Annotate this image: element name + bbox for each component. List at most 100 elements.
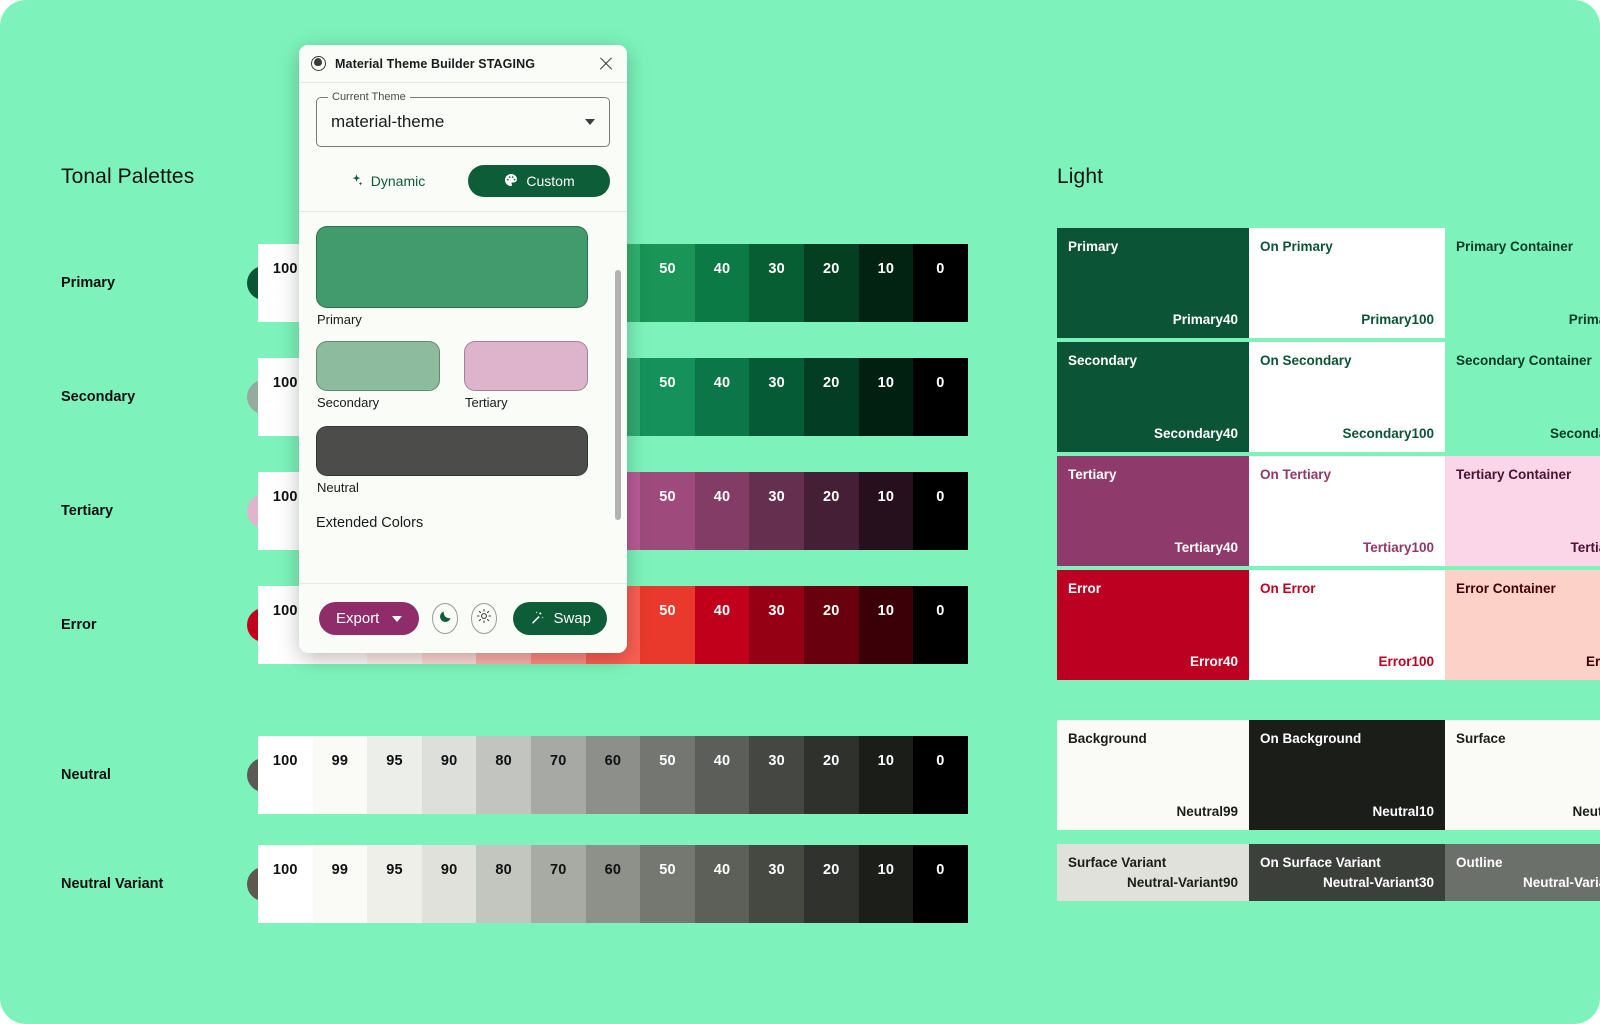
custom-mode-button[interactable]: Custom (468, 165, 610, 197)
light-scheme-cell-token: Neutral-Variant30 (1322, 875, 1434, 890)
swap-button[interactable]: Swap (513, 602, 607, 635)
tonal-palette-swatch[interactable]: 10 (858, 358, 914, 436)
tonal-palette-swatch[interactable]: 30 (749, 472, 804, 550)
tonal-palette-swatch-tone: 20 (822, 862, 840, 878)
tonal-palette-swatch[interactable]: 90 (421, 736, 477, 814)
tonal-palette-swatch[interactable]: 70 (530, 845, 586, 923)
tonal-palette-swatch-tone: 80 (495, 753, 512, 769)
tonal-palette-swatch-tone: 50 (659, 375, 676, 391)
light-scheme-cell[interactable]: On Surface Variant Neutral-Variant30 (1249, 844, 1445, 901)
tonal-palette-swatch[interactable]: 20 (803, 358, 859, 436)
tonal-palette-swatch[interactable]: 50 (640, 244, 695, 322)
light-scheme-cell-name: Primary Container (1456, 239, 1574, 254)
tonal-palette-swatch[interactable]: 10 (858, 736, 914, 814)
tonal-palette-swatch-tone: 50 (659, 261, 676, 277)
light-scheme-cell-token: Neutral-Variant90 (1126, 875, 1238, 890)
dynamic-mode-button[interactable]: Dynamic (316, 165, 458, 197)
tonal-palette-swatch[interactable]: 10 (858, 244, 914, 322)
tonal-palette-swatch[interactable]: 0 (913, 736, 968, 814)
tonal-palette-swatch[interactable]: 99 (312, 736, 368, 814)
tonal-palette-swatch[interactable]: 0 (913, 845, 968, 923)
tonal-palette-swatch[interactable]: 95 (367, 845, 422, 923)
tonal-palette-swatch[interactable]: 70 (530, 736, 586, 814)
light-scheme-title: Light (1057, 165, 1104, 188)
light-scheme-cell-name: On Primary (1260, 239, 1333, 254)
tonal-palette-swatch[interactable]: 10 (858, 472, 914, 550)
tonal-palette-swatch[interactable]: 0 (913, 358, 968, 436)
tonal-palette-swatch[interactable]: 50 (640, 472, 695, 550)
tonal-palette-swatch[interactable]: 20 (803, 736, 859, 814)
export-button[interactable]: Export (319, 602, 420, 635)
light-scheme-cell[interactable]: Surface Neutral99 (1445, 720, 1600, 830)
light-mode-button[interactable] (471, 603, 498, 634)
light-scheme-cell[interactable]: On Background Neutral10 (1249, 720, 1445, 830)
tonal-palette-swatch[interactable]: 40 (694, 244, 750, 322)
light-scheme-cell[interactable]: On Tertiary Tertiary100 (1249, 456, 1445, 566)
tonal-palette-swatch[interactable]: 90 (421, 845, 477, 923)
dialog-colors-scroll-area[interactable]: Primary Secondary Tertiary Neutral Exten… (299, 211, 627, 583)
light-scheme-cell[interactable]: Outline Neutral-Variant50 (1445, 844, 1600, 901)
tonal-palette-swatch-tone: 20 (822, 753, 840, 769)
tonal-palette-swatch[interactable]: 50 (640, 358, 695, 436)
tonal-palette-swatch[interactable]: 20 (803, 845, 859, 923)
tonal-palette-swatch[interactable]: 10 (858, 586, 914, 664)
tonal-palette-swatch[interactable]: 60 (585, 736, 641, 814)
tonal-palette-swatch[interactable]: 40 (694, 586, 750, 664)
dark-mode-button[interactable] (432, 603, 459, 634)
tonal-palette-swatch-tone: 20 (822, 261, 840, 277)
light-scheme-row: Background Neutral99 On Background Neutral1… (1057, 720, 1600, 830)
light-scheme-cell[interactable]: Error Error40 (1057, 570, 1249, 680)
light-scheme-cell[interactable]: Primary Primary40 (1057, 228, 1249, 338)
tonal-palette-swatch[interactable]: 50 (640, 845, 695, 923)
light-scheme-cell[interactable]: Secondary Container Secondary90 (1445, 342, 1600, 452)
tonal-palette-swatch[interactable]: 40 (694, 736, 750, 814)
neutral-color-swatch[interactable] (316, 426, 588, 476)
light-scheme-cell[interactable]: Secondary Secondary40 (1057, 342, 1249, 452)
tonal-palette-swatch[interactable]: 10 (858, 845, 914, 923)
tonal-palette-swatch[interactable]: 100 (258, 845, 313, 923)
tonal-palette-swatch[interactable]: 80 (476, 845, 531, 923)
light-scheme-cell[interactable]: Error Container Error90 (1445, 570, 1600, 680)
light-scheme-cell[interactable]: On Primary Primary100 (1249, 228, 1445, 338)
light-scheme-cell[interactable]: Tertiary Container Tertiary90 (1445, 456, 1600, 566)
secondary-color-swatch[interactable] (316, 341, 440, 391)
close-icon[interactable] (595, 53, 617, 75)
tonal-palette-swatch[interactable]: 99 (312, 845, 368, 923)
tonal-palette-swatch[interactable]: 30 (749, 244, 804, 322)
tonal-palette-swatch[interactable]: 100 (258, 736, 313, 814)
tonal-palette-swatch[interactable]: 95 (367, 736, 422, 814)
tonal-palette-swatch[interactable]: 20 (803, 586, 859, 664)
primary-color-swatch[interactable] (316, 226, 588, 308)
tonal-palette-swatch[interactable]: 40 (694, 358, 750, 436)
tonal-palette-swatch[interactable]: 50 (640, 586, 695, 664)
tonal-palette-swatch-tone: 10 (877, 489, 895, 505)
tonal-palette-swatch[interactable]: 20 (803, 244, 859, 322)
tonal-palette-swatch[interactable]: 50 (640, 736, 695, 814)
tonal-palette-swatch[interactable]: 30 (749, 586, 804, 664)
tonal-palette-swatch[interactable]: 0 (913, 586, 968, 664)
tonal-palette-swatch[interactable]: 0 (913, 472, 968, 550)
current-theme-select[interactable]: Current Theme material-theme (316, 91, 610, 147)
light-scheme-cell[interactable]: Surface Variant Neutral-Variant90 (1057, 844, 1249, 901)
dynamic-mode-label: Dynamic (370, 173, 426, 189)
tonal-palette-swatch[interactable]: 0 (913, 244, 968, 322)
dialog-scrollbar[interactable] (615, 270, 621, 520)
palette-icon (503, 172, 519, 190)
light-scheme-cell[interactable]: Background Neutral99 (1057, 720, 1249, 830)
tonal-palette-swatch[interactable]: 40 (694, 845, 750, 923)
tonal-palette-swatch[interactable]: 20 (803, 472, 859, 550)
light-scheme-cell[interactable]: Tertiary Tertiary40 (1057, 456, 1249, 566)
light-scheme-cell-name: Surface Variant (1068, 855, 1167, 870)
tonal-palette-swatch[interactable]: 30 (749, 736, 804, 814)
light-scheme-cell[interactable]: Primary Container Primary90 (1445, 228, 1600, 338)
light-scheme-cell[interactable]: On Secondary Secondary100 (1249, 342, 1445, 452)
light-scheme-cell[interactable]: On Error Error100 (1249, 570, 1445, 680)
tonal-palette-swatch[interactable]: 40 (694, 472, 750, 550)
light-scheme-cell-token: Tertiary90 (1570, 540, 1600, 555)
tonal-palette-swatch[interactable]: 80 (476, 736, 531, 814)
tonal-palette-swatch[interactable]: 30 (749, 358, 804, 436)
tonal-palette-swatch[interactable]: 60 (585, 845, 641, 923)
tertiary-color-swatch[interactable] (464, 341, 588, 391)
tonal-palette-swatch[interactable]: 30 (749, 845, 804, 923)
